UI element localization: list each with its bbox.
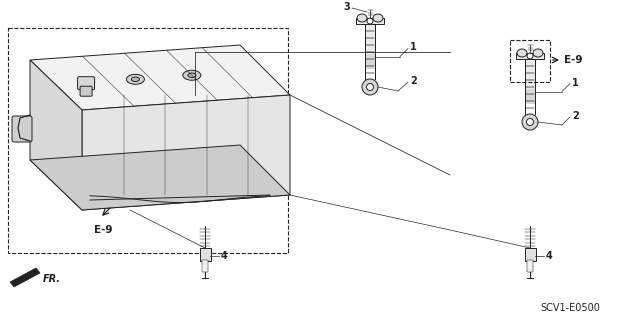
Ellipse shape	[517, 49, 527, 57]
Polygon shape	[30, 45, 290, 110]
Circle shape	[527, 53, 533, 59]
Text: E-9: E-9	[93, 225, 112, 235]
Bar	[525, 59, 535, 89]
Ellipse shape	[373, 14, 383, 22]
Ellipse shape	[183, 70, 201, 80]
Circle shape	[367, 84, 374, 91]
Bar	[527, 260, 533, 272]
Polygon shape	[10, 268, 40, 287]
Circle shape	[522, 114, 538, 130]
Text: 1: 1	[410, 42, 417, 53]
Bar	[525, 89, 535, 104]
Ellipse shape	[188, 73, 196, 78]
Bar	[510, 40, 550, 82]
FancyBboxPatch shape	[12, 116, 32, 142]
FancyBboxPatch shape	[77, 77, 95, 90]
FancyBboxPatch shape	[200, 248, 211, 261]
Text: SCV1-E0500: SCV1-E0500	[540, 303, 600, 313]
Text: 4: 4	[546, 251, 553, 261]
Polygon shape	[30, 145, 290, 210]
Text: 1: 1	[572, 78, 579, 87]
FancyBboxPatch shape	[80, 86, 92, 96]
Polygon shape	[82, 95, 290, 210]
Bar	[365, 54, 375, 69]
Ellipse shape	[357, 14, 367, 22]
Text: FR.: FR.	[43, 274, 61, 284]
Ellipse shape	[533, 49, 543, 57]
Text: E-9: E-9	[564, 55, 582, 65]
Circle shape	[527, 118, 534, 125]
FancyBboxPatch shape	[525, 248, 536, 261]
Circle shape	[362, 79, 378, 95]
Bar	[365, 24, 375, 54]
Ellipse shape	[127, 74, 145, 84]
Polygon shape	[30, 60, 82, 210]
Bar	[8, 28, 288, 253]
Bar	[202, 260, 208, 272]
Text: 4: 4	[221, 251, 228, 261]
Text: 2: 2	[410, 76, 417, 86]
Text: 2: 2	[572, 111, 579, 121]
Circle shape	[367, 18, 373, 24]
Text: 3: 3	[343, 2, 350, 12]
Ellipse shape	[131, 77, 140, 82]
Bar	[516, 53, 544, 59]
Bar	[356, 18, 384, 24]
